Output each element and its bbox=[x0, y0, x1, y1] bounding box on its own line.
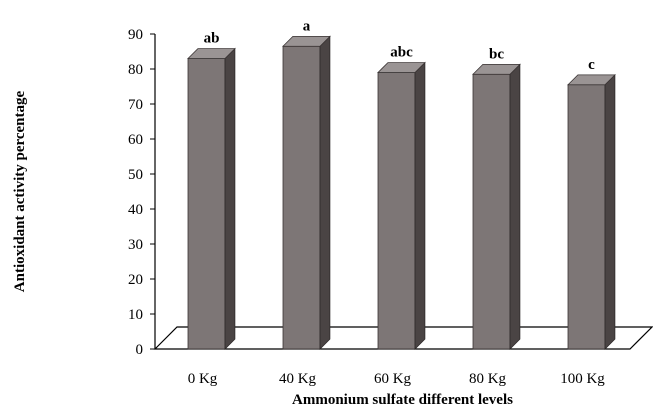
y-tick-label: 40 bbox=[128, 202, 143, 218]
y-tick-label: 50 bbox=[128, 167, 143, 183]
bar-top bbox=[187, 48, 236, 59]
bar bbox=[567, 73, 616, 350]
bar-top bbox=[282, 35, 331, 47]
x-tick-label: 100 Kg bbox=[560, 371, 605, 387]
bar-side bbox=[509, 63, 521, 350]
significance-label: ab bbox=[204, 31, 220, 47]
bar-front bbox=[472, 73, 511, 350]
bar-side bbox=[604, 73, 616, 350]
bar-front bbox=[567, 84, 606, 350]
bar-side bbox=[224, 47, 236, 350]
y-tick-label: 0 bbox=[136, 342, 144, 358]
bar bbox=[187, 47, 236, 350]
significance-label: a bbox=[303, 18, 311, 34]
bar bbox=[282, 35, 331, 350]
y-axis: 0 10 20 30 40 50 60 70 80 90 bbox=[128, 27, 156, 358]
bar bbox=[377, 61, 426, 350]
y-tick-label: 60 bbox=[128, 132, 143, 148]
x-tick-label: 60 Kg bbox=[374, 371, 412, 387]
chart-floor bbox=[153, 326, 653, 350]
bar-front bbox=[282, 45, 321, 350]
significance-label: c bbox=[588, 57, 595, 73]
x-axis-title: Ammonium sulfate different levels bbox=[292, 392, 513, 408]
y-tick-label: 90 bbox=[128, 27, 143, 43]
y-tick-label: 80 bbox=[128, 62, 143, 78]
bar-top bbox=[567, 74, 616, 86]
y-tick-label: 10 bbox=[128, 307, 143, 323]
floor-outline bbox=[153, 326, 653, 350]
y-axis-title: Antioxidant activity percentage bbox=[12, 90, 28, 292]
bar-front bbox=[187, 58, 226, 350]
x-axis-tick-labels: 0 Kg 40 Kg 60 Kg 80 Kg 100 Kg bbox=[188, 371, 606, 387]
x-tick-label: 40 Kg bbox=[279, 371, 317, 387]
bar-top bbox=[377, 62, 426, 73]
y-tick-label: 30 bbox=[128, 237, 143, 253]
y-tick-label: 70 bbox=[128, 97, 143, 113]
bar-series: ab a abc bc c bbox=[187, 18, 616, 350]
bar bbox=[472, 63, 521, 350]
bar-side bbox=[319, 35, 331, 350]
significance-label: bc bbox=[489, 46, 504, 62]
significance-label: abc bbox=[390, 45, 413, 61]
y-tick-label: 20 bbox=[128, 272, 143, 288]
bar-front bbox=[377, 72, 416, 350]
bar-side bbox=[414, 61, 426, 350]
x-tick-label: 80 Kg bbox=[469, 371, 507, 387]
bar-top bbox=[472, 63, 521, 75]
x-tick-label: 0 Kg bbox=[188, 371, 218, 387]
